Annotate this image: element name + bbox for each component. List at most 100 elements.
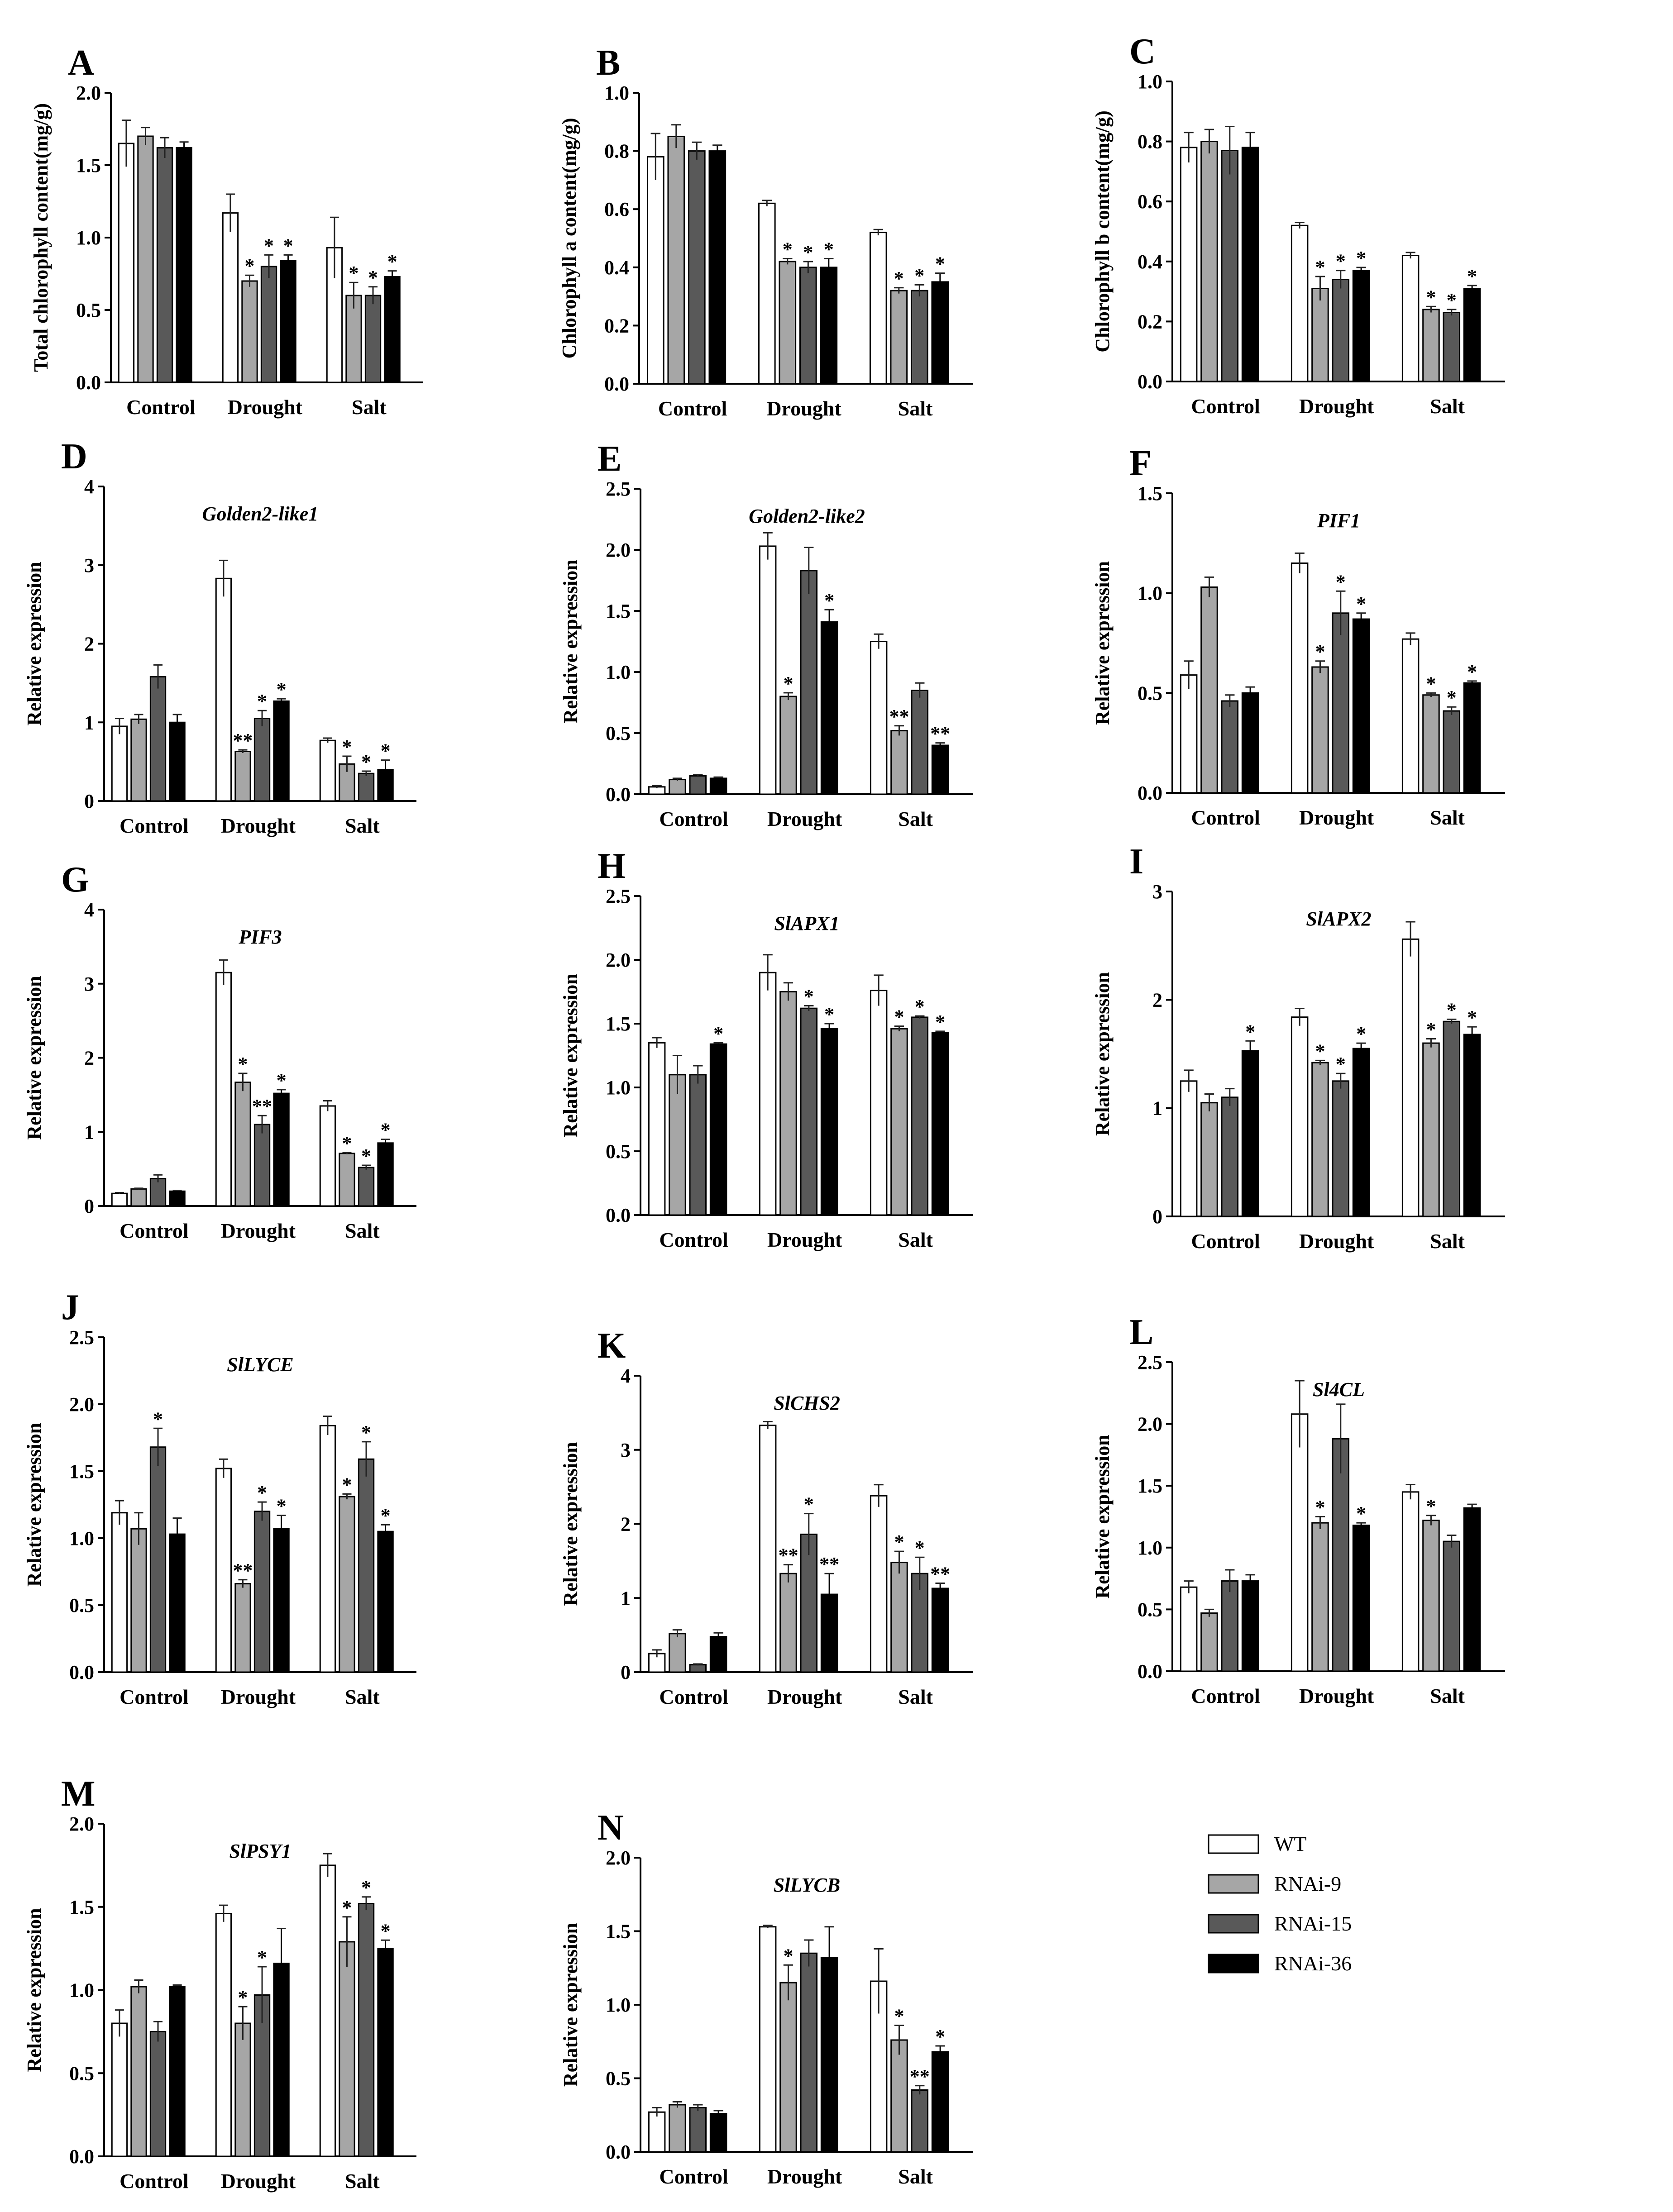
- bar: [890, 290, 908, 385]
- significance-mark: *: [894, 1006, 904, 1028]
- chart-panel-i: I SlAPX2 0 1 2 3 Relative expression * Control * *…: [1091, 842, 1505, 1253]
- x-tick-label: Control: [1191, 1230, 1260, 1253]
- bar: [709, 777, 727, 795]
- bar: [149, 1446, 167, 1673]
- bar: [1332, 1080, 1350, 1217]
- x-tick-label: Drought: [1299, 1230, 1374, 1253]
- bar: [111, 2022, 128, 2157]
- bar: [1291, 562, 1309, 794]
- significance-mark: *: [1467, 661, 1477, 683]
- significance-mark: *: [894, 2005, 904, 2027]
- chart-panel-n: N SlLYCB 0.0 0.5 1.0 1.5 2.0 Relative expressio…: [559, 1808, 973, 2188]
- significance-mark: *: [264, 234, 274, 257]
- y-tick-label: 3: [84, 973, 94, 995]
- significance-mark: *: [894, 267, 904, 290]
- panel-letter: F: [1129, 443, 1152, 483]
- bar: [648, 2111, 666, 2153]
- bar: [1443, 1540, 1461, 1672]
- chart-panel-c: C 0.0 0.2 0.4 0.6 0.8 1.0 Chlorophyll b content…: [1091, 32, 1505, 418]
- y-tick-label: 1: [84, 711, 94, 734]
- y-axis-label: Relative expression: [559, 1923, 582, 2087]
- significance-mark: *: [381, 1119, 391, 1141]
- bar: [869, 232, 887, 385]
- significance-mark: *: [1336, 1053, 1346, 1075]
- significance-mark: *: [361, 1421, 371, 1444]
- y-tick-label: 0.5: [606, 1140, 631, 1163]
- significance-mark: **: [930, 1563, 950, 1585]
- bar: [870, 1495, 888, 1673]
- y-tick-label: 0.5: [69, 1594, 94, 1616]
- y-tick-label: 2: [84, 633, 94, 655]
- bar: [345, 295, 362, 383]
- legend-label: RNAi-36: [1274, 1952, 1352, 1975]
- y-axis-label: Relative expression: [1091, 972, 1114, 1136]
- significance-mark: *: [824, 238, 834, 261]
- bar: [759, 1425, 777, 1673]
- bar: [911, 2089, 929, 2153]
- panel-letter: B: [596, 43, 620, 83]
- bar: [820, 267, 838, 385]
- y-tick-label: 0.0: [604, 373, 629, 395]
- y-tick-label: 2.5: [69, 1326, 94, 1349]
- y-tick-label: 1.5: [606, 600, 631, 622]
- bar: [667, 135, 685, 385]
- x-tick-label: Control: [126, 396, 196, 419]
- bar: [234, 2022, 251, 2157]
- significance-mark: *: [783, 672, 793, 695]
- bar: [800, 1952, 818, 2153]
- x-tick-label: Control: [659, 807, 728, 830]
- bar: [358, 772, 375, 802]
- y-axis-label: Relative expression: [1091, 1435, 1114, 1598]
- legend-label: RNAi-15: [1274, 1912, 1352, 1935]
- chart-title: SlLYCB: [774, 1874, 841, 1896]
- x-tick-label: Salt: [345, 1685, 380, 1708]
- y-axis-label: Relative expression: [23, 1908, 45, 2072]
- y-tick-label: 1.0: [606, 661, 631, 683]
- bar: [377, 1948, 394, 2157]
- panel-letter: M: [61, 1774, 96, 1814]
- bar: [1221, 1580, 1239, 1672]
- bar: [176, 147, 192, 383]
- chart-title: PIF1: [1317, 510, 1360, 532]
- y-tick-label: 0.6: [604, 198, 629, 220]
- y-axis-label: Relative expression: [23, 1423, 45, 1587]
- bar: [111, 1512, 128, 1673]
- x-tick-label: Control: [120, 814, 189, 837]
- x-tick-label: Control: [1191, 1684, 1260, 1707]
- x-tick-label: Salt: [898, 2165, 933, 2188]
- bar: [648, 1042, 666, 1216]
- significance-mark: **: [252, 1095, 272, 1117]
- y-tick-label: 0.5: [606, 722, 631, 744]
- bar: [234, 751, 251, 802]
- y-tick-label: 0.0: [1138, 1660, 1162, 1683]
- y-tick-label: 0.0: [69, 1661, 94, 1683]
- bar: [1422, 694, 1440, 794]
- y-tick-label: 1.0: [1138, 582, 1162, 605]
- significance-mark: *: [277, 1495, 287, 1517]
- x-tick-label: Drought: [1299, 1684, 1374, 1707]
- y-tick-label: 2.0: [76, 82, 101, 104]
- significance-mark: *: [277, 678, 287, 701]
- bar: [1422, 1042, 1440, 1217]
- significance-mark: *: [361, 751, 371, 773]
- bar: [1311, 1522, 1329, 1672]
- x-tick-label: Salt: [1430, 395, 1465, 418]
- y-tick-label: 0: [621, 1661, 631, 1683]
- bar: [339, 1941, 355, 2157]
- bar: [1200, 586, 1218, 794]
- significance-mark: *: [1426, 1495, 1436, 1517]
- bar: [339, 1153, 355, 1207]
- y-axis-label: Relative expression: [559, 1442, 582, 1606]
- bar: [931, 1587, 949, 1673]
- chart-title: PIF3: [238, 926, 282, 948]
- bar: [1352, 1048, 1370, 1217]
- bar: [377, 1530, 394, 1673]
- bar: [111, 1192, 128, 1207]
- chart-panel-j: J SlLYCE 0.0 0.5 1.0 1.5 2.0 2.5 Relative expres…: [23, 1287, 416, 1708]
- significance-mark: *: [1336, 571, 1346, 593]
- significance-mark: *: [238, 1986, 248, 2008]
- bar: [1332, 279, 1350, 382]
- bar: [1241, 1050, 1259, 1217]
- bar: [931, 2051, 949, 2153]
